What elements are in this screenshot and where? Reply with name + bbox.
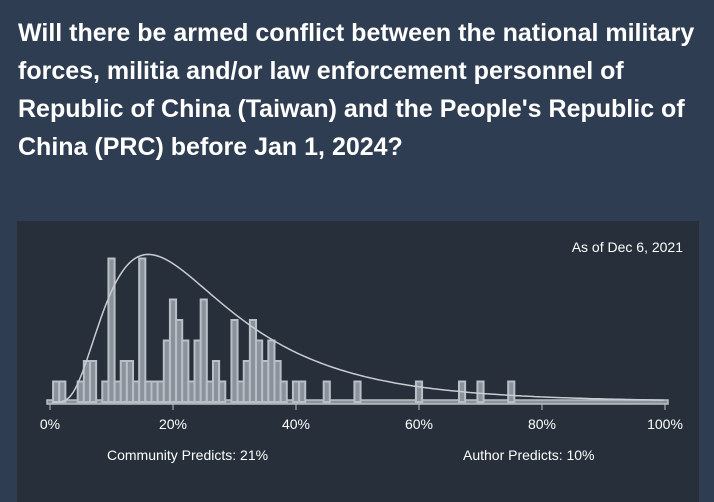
prediction-chart-panel: As of Dec 6, 2021 0% 20% 40% 60% 80% 100% Com… (17, 221, 699, 502)
x-axis-tick-label: 60% (405, 416, 433, 432)
histogram-bar (107, 257, 116, 403)
histogram-bar (199, 298, 208, 403)
histogram-bar (322, 380, 331, 403)
histogram-bar (218, 380, 227, 403)
x-axis-tick-label: 40% (282, 416, 310, 432)
histogram-bar (230, 319, 239, 403)
histogram-bar (476, 380, 485, 403)
author-predicts: Author Predicts: 10% (463, 447, 595, 463)
histogram-bar (353, 380, 362, 403)
x-axis-tick-label: 100% (647, 416, 683, 432)
histogram-bar (88, 360, 98, 403)
histogram-bar (507, 380, 516, 403)
histogram-bar (181, 339, 190, 403)
x-axis-tick-label: 20% (159, 416, 187, 432)
histogram-bar (298, 380, 307, 403)
histogram-chart: 0% 20% 40% 60% 80% 100% (40, 253, 683, 432)
histogram-bar (58, 380, 67, 403)
x-axis-tick-label: 0% (40, 416, 60, 432)
histogram-bar (279, 380, 288, 403)
histogram-bar (138, 257, 147, 403)
question-title: Will there be armed conflict between the… (18, 19, 695, 161)
x-axis-tick-label: 80% (528, 416, 556, 432)
histogram-bar (414, 380, 424, 403)
community-predicts: Community Predicts: 21% (107, 447, 269, 463)
distribution-curve (51, 253, 664, 403)
as-of-date: As of Dec 6, 2021 (571, 239, 683, 255)
